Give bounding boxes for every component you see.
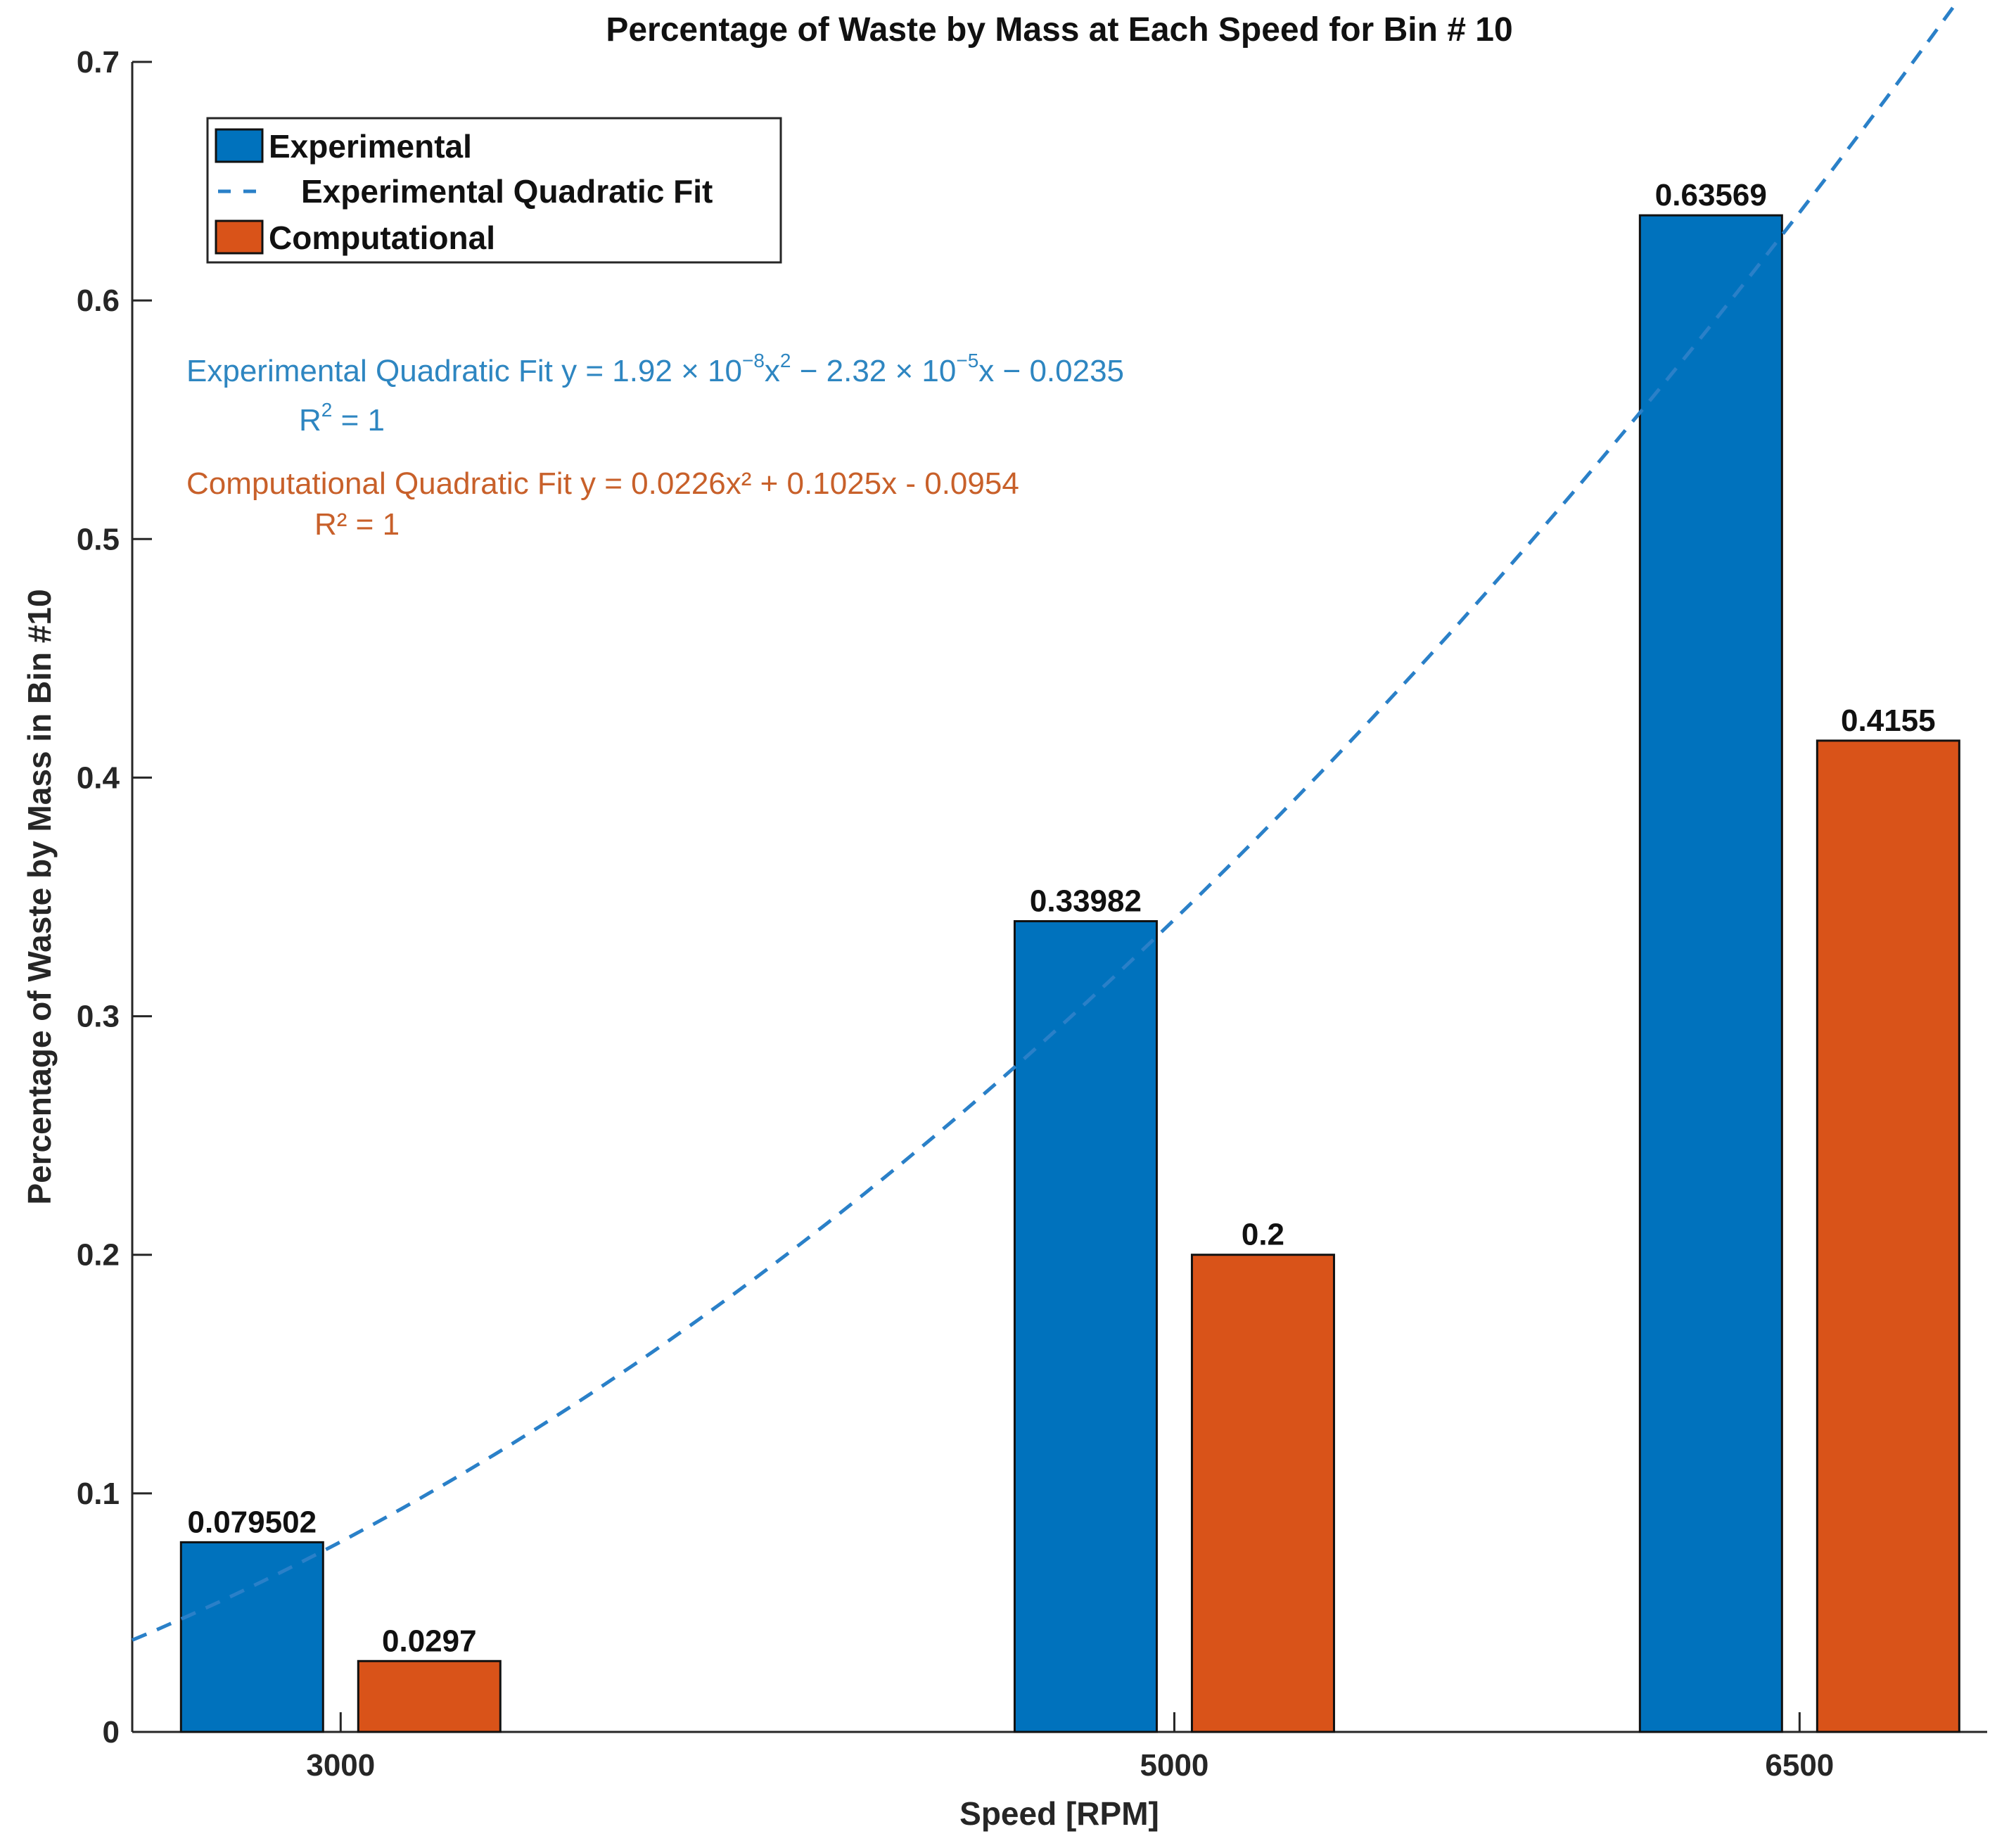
- bar-computational-6500: [1816, 739, 1960, 1733]
- y-tick-label: 0.7: [77, 45, 120, 79]
- x-axis-label: Speed [RPM]: [959, 1795, 1159, 1832]
- y-axis-label: Percentage of Waste by Mass in Bin #10: [21, 589, 58, 1204]
- bar-experimental-3000: [179, 1541, 324, 1733]
- y-tick-label: 0.3: [77, 1000, 120, 1034]
- legend-label-experimental: Experimental: [269, 128, 472, 165]
- bar-label-experimental-3000: 0.079502: [188, 1505, 317, 1539]
- bar-label-experimental-6500: 0.63569: [1655, 178, 1767, 212]
- bars: [179, 214, 1960, 1733]
- legend-swatch-computational: [215, 219, 264, 255]
- y-tick-label: 0.5: [77, 522, 120, 556]
- x-tick-label: 3000: [306, 1748, 375, 1783]
- y-tick-label: 0.4: [77, 760, 120, 795]
- bar-label-computational-3000: 0.0297: [382, 1624, 477, 1658]
- bar-label-computational-6500: 0.4155: [1841, 703, 1936, 738]
- legend-label-fit: Experimental Quadratic Fit: [301, 173, 713, 210]
- computational-fit-equation: Computational Quadratic Fit y = 0.0226x²…: [186, 466, 1019, 501]
- legend-box: [206, 117, 782, 264]
- x-tick-label: 5000: [1140, 1748, 1209, 1783]
- bar-experimental-5000: [1013, 920, 1158, 1733]
- y-tick-label: 0.1: [77, 1477, 120, 1511]
- experimental-fit-r2: R2 = 1: [299, 399, 385, 438]
- bar-computational-5000: [1190, 1254, 1335, 1733]
- bar-experimental-6500: [1638, 214, 1783, 1733]
- y-axis-ticks: 0 0.1 0.2 0.3 0.4 0.5 0.6 0.7: [77, 45, 152, 1750]
- x-axis-ticks: 3000 5000 6500: [306, 1712, 1834, 1783]
- bar-value-labels: 0.079502 0.33982 0.63569 0.0297 0.2 0.4155: [188, 178, 1936, 1658]
- computational-fit-r2: R² = 1: [314, 507, 400, 542]
- experimental-fit-equation: Experimental Quadratic Fit y = 1.92 × 10…: [186, 350, 1124, 388]
- x-tick-label: 6500: [1765, 1748, 1834, 1783]
- y-tick-label: 0: [103, 1715, 120, 1750]
- legend: Experimental Experimental Quadratic Fit …: [206, 117, 782, 264]
- bar-label-computational-5000: 0.2: [1242, 1218, 1284, 1252]
- legend-label-computational: Computational: [269, 219, 495, 256]
- legend-swatch-experimental: [215, 128, 264, 163]
- y-tick-label: 0.6: [77, 283, 120, 318]
- y-tick-label: 0.2: [77, 1238, 120, 1273]
- chart-title: Percentage of Waste by Mass at Each Spee…: [606, 11, 1512, 49]
- bar-label-experimental-5000: 0.33982: [1030, 884, 1142, 919]
- bar-computational-3000: [357, 1659, 502, 1733]
